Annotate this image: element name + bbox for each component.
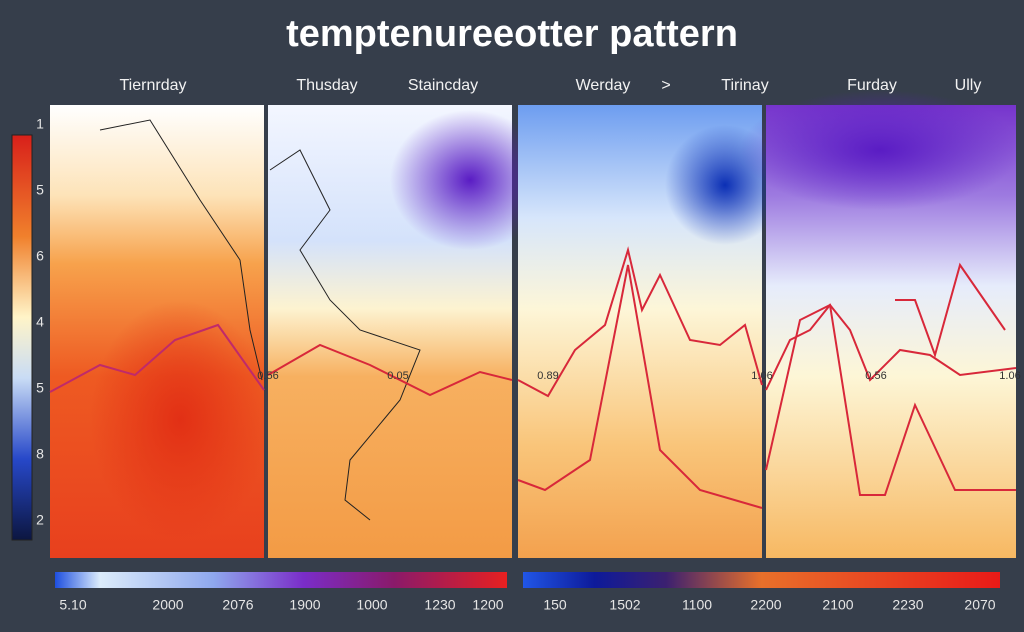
bottom-scale-label: 2200 bbox=[750, 597, 781, 613]
side-scale-label: 5 bbox=[36, 380, 44, 396]
annotation: 0.56 bbox=[865, 370, 886, 382]
bottom-scale-label: 5.10 bbox=[59, 597, 86, 613]
line bbox=[895, 262, 1006, 359]
side-scale-label: 8 bbox=[36, 446, 44, 462]
bottom-scale-label: 2000 bbox=[152, 597, 183, 613]
bottom-colorbar bbox=[55, 572, 507, 588]
side-scale-label: 2 bbox=[36, 512, 44, 528]
bottom-scale-label: 1200 bbox=[472, 597, 503, 613]
bottom-colorbar bbox=[523, 572, 1000, 588]
bottom-scale-label: 1000 bbox=[356, 597, 387, 613]
panel-label: Ully bbox=[955, 77, 982, 94]
heatmap-panels bbox=[50, 90, 1020, 558]
panel-label: > bbox=[661, 77, 670, 94]
line bbox=[517, 264, 763, 509]
side-scale-label: 6 bbox=[36, 248, 44, 264]
annotation: 1.06 bbox=[999, 370, 1020, 382]
bottom-scale-label: 1900 bbox=[289, 597, 320, 613]
panel-label: Staincday bbox=[408, 77, 478, 94]
bottom-scale-label: 1502 bbox=[609, 597, 640, 613]
panel-label: Tiernrday bbox=[120, 77, 187, 94]
bottom-scale-label: 2100 bbox=[822, 597, 853, 613]
side-scale-label: 1 bbox=[36, 116, 44, 132]
annotation: 1.06 bbox=[751, 370, 772, 382]
annotation: 0.89 bbox=[537, 370, 558, 382]
panel-label: Furday bbox=[847, 77, 897, 94]
panel-label: Werday bbox=[576, 77, 631, 94]
bottom-scale-label: 1230 bbox=[424, 597, 455, 613]
bottom-scale-label: 1100 bbox=[682, 597, 712, 613]
side-colorbar bbox=[11, 134, 33, 541]
annotation: 0.56 bbox=[257, 370, 278, 382]
line bbox=[765, 303, 1017, 391]
bottom-scale-label: 2076 bbox=[222, 597, 253, 613]
line bbox=[267, 343, 513, 397]
line bbox=[517, 246, 763, 398]
side-scale-label: 5 bbox=[36, 182, 44, 198]
trend-lines bbox=[49, 246, 1017, 509]
cold-spot bbox=[390, 110, 550, 250]
hot-spot bbox=[90, 300, 270, 540]
cold-spot bbox=[740, 90, 1020, 210]
line bbox=[49, 323, 265, 393]
bottom-scale-label: 150 bbox=[543, 597, 567, 613]
panel-label: Thusday bbox=[296, 77, 357, 94]
bottom-scale-label: 2070 bbox=[964, 597, 995, 613]
bottom-scale-label: 2230 bbox=[892, 597, 923, 613]
panel-label: Tirinay bbox=[721, 77, 768, 94]
side-scale-label: 4 bbox=[36, 314, 44, 330]
coastline bbox=[99, 119, 421, 521]
annotation: 0.05 bbox=[387, 370, 408, 382]
title: temptenureeotter pattern bbox=[286, 13, 738, 55]
line bbox=[765, 303, 1016, 496]
